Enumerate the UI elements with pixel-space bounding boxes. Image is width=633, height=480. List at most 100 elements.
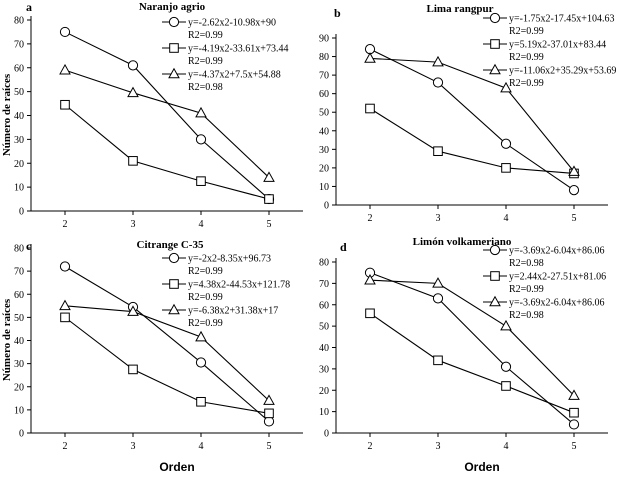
data-point: [59, 63, 71, 75]
x-tick-label: 5: [267, 441, 272, 452]
y-tick-label: 80: [319, 258, 329, 269]
y-tick-label: 80: [319, 52, 329, 63]
series-line: [64, 305, 270, 402]
legend-marker: [490, 39, 500, 49]
y-tick-label: 20: [319, 163, 329, 174]
legend-equation: y=2.44x2-27.51x+81.06: [509, 272, 606, 283]
legend-r2: R2=0.99: [188, 30, 223, 41]
series-triangle: [59, 63, 275, 182]
legend-marker: [490, 271, 500, 281]
x-tick-label: 5: [267, 219, 272, 230]
legend-marker: [168, 303, 180, 315]
x-tick-label: 3: [131, 219, 136, 230]
series-line: [369, 57, 575, 172]
y-tick-label: 30: [319, 364, 329, 375]
legend-equation: y=5.19x2-37.01x+83.44: [509, 40, 606, 51]
x-tick-label: 3: [131, 441, 136, 452]
data-point: [501, 381, 511, 391]
data-point: [127, 86, 139, 98]
legend-r2: R2=0.99: [188, 292, 223, 303]
legend-equation: y=-2x2-8.35x+96.73: [188, 254, 271, 265]
x-tick-label: 2: [368, 441, 373, 452]
data-point: [195, 106, 207, 118]
series-line: [64, 266, 270, 422]
series-line: [64, 316, 270, 414]
y-tick-label: 50: [14, 87, 24, 98]
panel-c: 0 10 20 30 40 50 60 70 80 2 3 4 5 Citrange C-35 c Númer…: [1, 239, 303, 474]
y-tick-label: 0: [324, 201, 329, 212]
legend-equation: y=4.38x2-44.53x+121.78: [188, 280, 290, 291]
data-point: [59, 26, 71, 38]
data-point: [432, 55, 444, 67]
data-point: [500, 81, 512, 93]
y-tick-label: 80: [14, 16, 24, 27]
panel-letter: c: [26, 239, 32, 253]
y-tick-label: 40: [319, 343, 329, 354]
y-tick-label: 70: [14, 267, 24, 278]
x-axis-title: Orden: [159, 460, 194, 474]
y-tick-label: 50: [14, 313, 24, 324]
data-point: [60, 312, 70, 323]
panel-letter: a: [26, 0, 32, 14]
data-point: [195, 330, 207, 342]
legend-r2: R2=0.99: [188, 318, 223, 329]
legend-r2: R2=0.98: [509, 258, 544, 269]
data-point: [365, 308, 375, 319]
data-point: [127, 60, 139, 71]
chart-title: Lima rangpur: [427, 3, 494, 15]
data-point: [263, 394, 275, 405]
series-square: [60, 312, 274, 419]
y-tick-label: 20: [319, 386, 329, 397]
series-line: [369, 312, 575, 414]
data-point: [59, 261, 71, 272]
series-triangle: [364, 52, 580, 176]
chart-title: Citrange C-35: [137, 239, 204, 251]
data-point: [196, 176, 206, 186]
x-tick-label: 2: [63, 219, 68, 230]
legend-marker: [168, 16, 180, 28]
legend-equation: y=-3.69x2-6.04x+86.06: [509, 298, 604, 309]
legend-r2: R2=0.99: [509, 78, 544, 89]
data-point: [500, 319, 512, 331]
data-point: [264, 408, 274, 419]
series-triangle: [364, 273, 580, 400]
data-point: [264, 194, 274, 204]
y-tick-label: 10: [319, 407, 329, 418]
data-point: [568, 419, 580, 430]
y-tick-label: 10: [14, 183, 24, 194]
y-tick-label: 70: [14, 39, 24, 50]
series-circle: [364, 44, 580, 196]
data-point: [59, 299, 71, 311]
series-line: [64, 104, 270, 200]
y-tick-label: 20: [14, 159, 24, 170]
data-point: [568, 165, 580, 176]
series-line: [369, 108, 575, 175]
y-tick-label: 70: [319, 71, 329, 82]
panel-letter: d: [340, 240, 347, 254]
x-tick-label: 2: [368, 213, 373, 224]
legend: y=-3.69x2-6.04x+86.06R2=0.98y=2.44x2-27.…: [483, 244, 606, 321]
legend-equation: y=-6.38x2+31.38x+17: [188, 306, 278, 317]
legend-r2: R2=0.98: [509, 310, 544, 321]
data-point: [500, 361, 512, 372]
legend-r2: R2=0.98: [188, 82, 223, 93]
x-axis-title: Orden: [464, 460, 499, 474]
data-point: [364, 52, 376, 63]
data-point: [432, 77, 444, 88]
series-line: [369, 272, 575, 425]
chart-title: Naranjo agrio: [139, 1, 206, 13]
legend-equation: y=-4.19x2-33.61x+73.44: [188, 44, 288, 55]
data-point: [127, 305, 139, 316]
data-point: [501, 163, 511, 173]
data-point: [500, 138, 512, 149]
legend-equation: y=-4.37x2+7.5x+54.88: [188, 70, 281, 81]
series-square: [60, 99, 274, 204]
chart-title: Limón volkameriano: [413, 236, 512, 248]
data-point: [365, 103, 375, 114]
y-axis-title: Número de raíces: [1, 73, 13, 156]
legend-equation: y=-2.62x2-10.98x+90: [188, 18, 276, 29]
y-tick-label: 0: [324, 429, 329, 440]
y-tick-label: 60: [319, 300, 329, 311]
